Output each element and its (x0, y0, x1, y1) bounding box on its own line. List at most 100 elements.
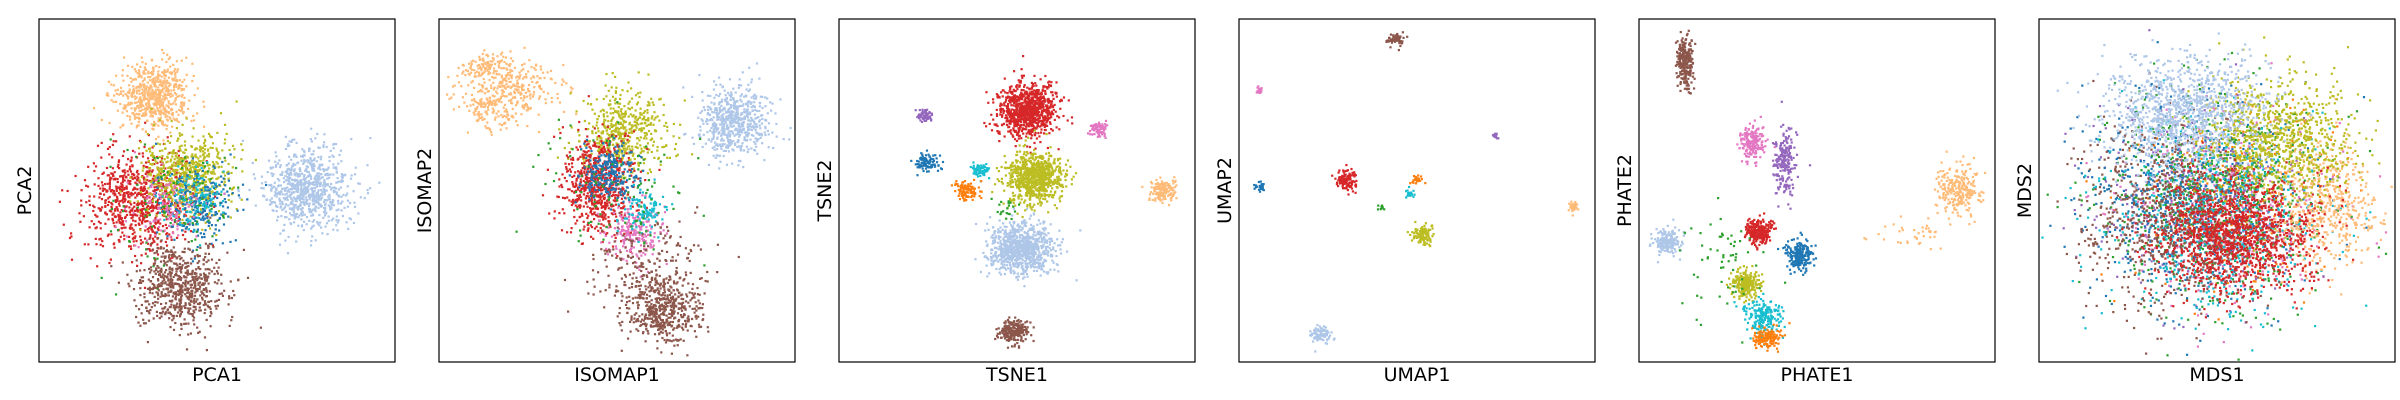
scatter-point (202, 283, 205, 286)
scatter-point (194, 211, 197, 214)
scatter-point (203, 183, 207, 187)
scatter-point (134, 220, 137, 223)
scatter-point (518, 71, 521, 74)
scatter-point (473, 69, 476, 72)
scatter-point (119, 102, 122, 106)
scatter-point (163, 205, 166, 208)
scatter-point (171, 163, 174, 166)
scatter-point (100, 181, 104, 184)
scatter-point (319, 221, 322, 224)
scatter-point (140, 84, 143, 88)
scatter-point (296, 161, 299, 165)
scatter-point (740, 118, 743, 121)
scatter-point (124, 105, 128, 108)
scatter-point (503, 77, 506, 80)
scatter-point (492, 72, 495, 75)
scatter-point (315, 160, 318, 163)
scatter-point (168, 92, 171, 95)
scatter-point (154, 234, 157, 237)
scatter-point (163, 214, 166, 217)
scatter-point (125, 163, 128, 166)
scatter-point (308, 174, 311, 177)
scatter-point (569, 86, 572, 89)
scatter-point (143, 192, 146, 195)
scatter-point (153, 263, 156, 266)
scatter-point (193, 184, 196, 187)
scatter-point (170, 214, 173, 217)
scatter-point (149, 172, 152, 175)
scatter-point (172, 117, 175, 120)
scatter-point (167, 197, 170, 200)
scatter-point (176, 139, 179, 142)
scatter-point (202, 288, 205, 291)
scatter-point (149, 71, 152, 75)
scatter-point (325, 145, 328, 149)
scatter-point (216, 282, 219, 285)
scatter-point (184, 285, 187, 288)
scatter-point (483, 81, 486, 84)
scatter-point (110, 172, 113, 175)
scatter-point (130, 107, 133, 110)
scatter-point (151, 229, 154, 232)
scatter-point (226, 190, 229, 193)
scatter-point (129, 183, 132, 186)
scatter-point (274, 192, 277, 195)
scatter-point (143, 198, 146, 201)
scatter-point (165, 86, 168, 90)
scatter-point (187, 177, 190, 180)
scatter-point (133, 109, 137, 112)
scatter-point (128, 91, 131, 94)
scatter-point (229, 153, 232, 156)
scatter-point (171, 155, 174, 158)
scatter-point (289, 176, 292, 180)
scatter-point (140, 203, 144, 206)
scatter-point (210, 300, 213, 303)
scatter-point (161, 280, 164, 283)
scatter-point (115, 206, 118, 209)
scatter-point (144, 172, 147, 175)
scatter-point (192, 74, 195, 77)
scatter-point (232, 289, 235, 293)
scatter-point (146, 108, 149, 111)
scatter-point (272, 209, 275, 212)
scatter-point (101, 184, 104, 187)
scatter-point (112, 84, 115, 87)
scatter-point (207, 246, 210, 250)
scatter-point (186, 156, 189, 159)
scatter-point (756, 132, 759, 135)
scatter-point (314, 187, 317, 190)
scatter-point (201, 197, 204, 200)
scatter-point (314, 210, 317, 213)
scatter-point (193, 276, 196, 279)
scatter-point (182, 281, 185, 284)
scatter-point (138, 223, 141, 226)
scatter-point (132, 78, 135, 81)
scatter-point (215, 149, 219, 152)
scatter-point (264, 181, 267, 184)
scatter-point (175, 304, 178, 307)
scatter-point (338, 195, 341, 198)
scatter-point (164, 147, 167, 150)
scatter-point (509, 71, 512, 74)
scatter-point (184, 214, 188, 217)
scatter-point (184, 238, 187, 241)
scatter-point (337, 188, 340, 191)
scatter-point (743, 138, 746, 142)
scatter-point (147, 319, 151, 322)
scatter-point (170, 277, 173, 281)
scatter-point (493, 104, 496, 107)
scatter-point (166, 287, 169, 290)
scatter-point (146, 309, 149, 312)
scatter-point (511, 60, 514, 63)
scatter-point (178, 132, 181, 135)
scatter-point (732, 97, 735, 100)
scatter-point (108, 183, 111, 186)
scatter-point (151, 115, 154, 118)
scatter-point (478, 58, 481, 61)
scatter-point (357, 182, 360, 185)
scatter-point (478, 89, 482, 92)
scatter-point (253, 177, 257, 180)
scatter-point (480, 113, 483, 116)
scatter-point (118, 240, 121, 243)
scatter-point (97, 220, 100, 223)
